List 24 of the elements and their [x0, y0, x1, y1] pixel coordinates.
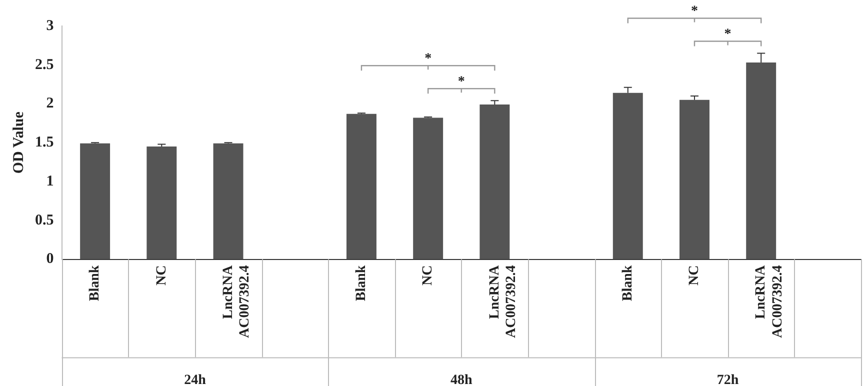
x-tick-label: Blank: [354, 265, 370, 302]
y-tick-label: 2.5: [35, 56, 54, 73]
y-tick-label: 3: [46, 18, 54, 34]
annotation: *: [424, 51, 432, 66]
y-tick-label: 1.5: [35, 134, 54, 151]
y-axis-title: OD Value: [10, 111, 27, 174]
x-tick-label: NC: [687, 265, 702, 286]
annotation: *: [458, 74, 465, 90]
annotation: *: [724, 26, 732, 42]
text: 24h: [184, 372, 206, 386]
y-tick-label: 1: [46, 173, 54, 190]
x-tick-label: NC: [154, 265, 170, 286]
y-tick-label: 2: [46, 96, 54, 112]
x-tick-label: NC: [420, 265, 436, 286]
y-tick-label: 0: [46, 251, 54, 268]
text: 48h: [450, 372, 472, 386]
x-tick-label: Blank: [88, 265, 103, 302]
x-tick-label: Blank: [620, 265, 636, 302]
text: 72h: [716, 372, 739, 386]
x-tick-label: LncRNA AC007392.4: [487, 264, 520, 338]
x-tick-label: LncRNA AC007392.4: [220, 264, 253, 338]
y-tick-label: 0.5: [35, 212, 54, 228]
x-tick-label: LncRNA AC007392.4: [754, 264, 786, 338]
text: *: [690, 4, 698, 19]
